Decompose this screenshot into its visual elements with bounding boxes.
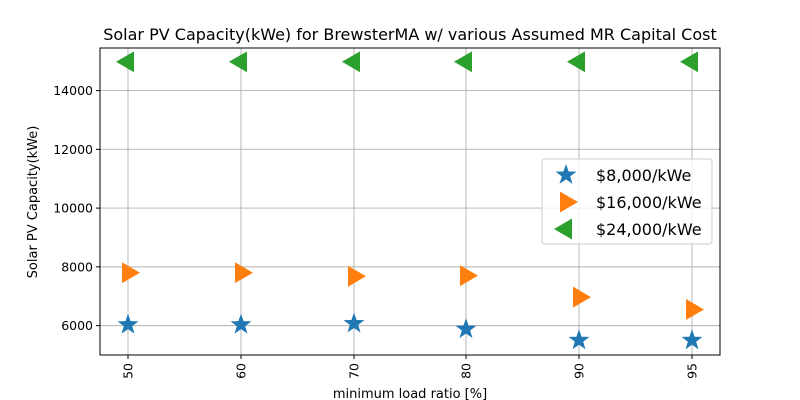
marker-series-1 xyxy=(681,329,703,350)
y-tick-label: 6000 xyxy=(61,318,93,333)
x-axis-label: minimum load ratio [%] xyxy=(333,387,487,400)
marker-series-2 xyxy=(686,299,704,320)
marker-series-1 xyxy=(230,313,252,334)
marker-series-3 xyxy=(116,51,134,73)
marker-series-3 xyxy=(680,51,698,73)
marker-series-2 xyxy=(235,262,253,284)
y-tick-label: 12000 xyxy=(53,142,93,157)
marker-series-3 xyxy=(342,51,360,73)
marker-series-2 xyxy=(348,265,366,287)
y-tick-label: 14000 xyxy=(53,83,93,98)
marker-series-2 xyxy=(573,286,591,308)
marker-series-1 xyxy=(117,313,139,334)
legend-marker xyxy=(555,164,577,184)
legend-marker xyxy=(560,191,578,213)
marker-series-3 xyxy=(229,51,247,73)
x-tick-label: 90 xyxy=(572,363,587,379)
marker-series-2 xyxy=(460,265,478,287)
marker-series-1 xyxy=(455,318,477,339)
legend-label: $24,000/kWe xyxy=(596,220,702,239)
chart-title: Solar PV Capacity(kWe) for BrewsterMA w/… xyxy=(103,25,717,44)
y-axis-label: Solar PV Capacity(kWe) xyxy=(26,126,41,279)
marker-series-3 xyxy=(567,51,585,73)
marker-series-3 xyxy=(454,51,472,73)
x-tick-label: 70 xyxy=(347,363,362,379)
legend-marker xyxy=(554,218,572,240)
data-markers xyxy=(116,51,704,350)
x-ticks: 50 60 70 80 90 95 xyxy=(121,355,700,379)
marker-series-2 xyxy=(122,262,140,284)
legend-label: $16,000/kWe xyxy=(596,193,702,212)
y-tick-label: 10000 xyxy=(53,201,93,216)
y-tick-label: 8000 xyxy=(61,259,93,274)
marker-series-1 xyxy=(568,329,590,350)
x-tick-label: 80 xyxy=(459,363,474,379)
x-tick-label: 50 xyxy=(121,363,136,379)
y-ticks: 6000 8000 10000 12000 14000 xyxy=(53,83,100,333)
x-tick-label: 60 xyxy=(234,363,249,379)
plot-frame xyxy=(99,47,721,356)
legend-box xyxy=(541,158,713,245)
marker-series-1 xyxy=(343,312,365,333)
legend: $8,000/kWe $16,000/kWe $24,000/kWe xyxy=(541,158,713,245)
x-tick-label: 95 xyxy=(685,363,700,379)
legend-label: $8,000/kWe xyxy=(596,166,691,185)
